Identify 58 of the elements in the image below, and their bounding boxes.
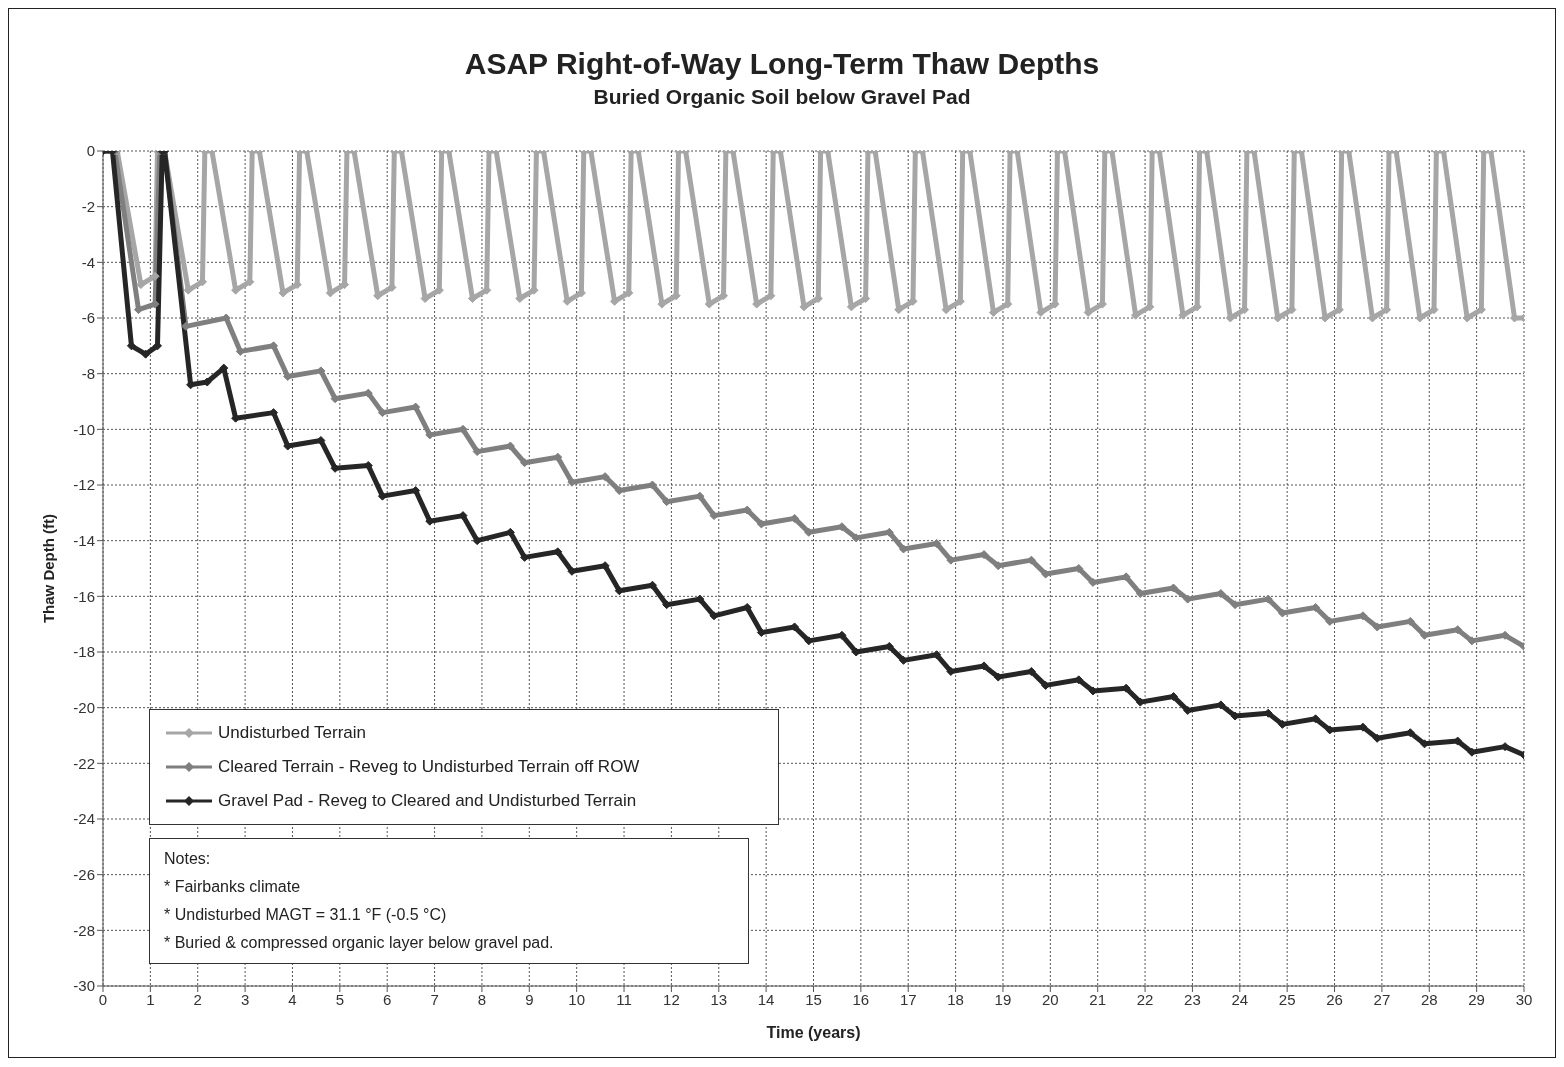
x-tick-label: 30 (1515, 990, 1533, 1008)
y-tick-label: -8 (81, 364, 95, 382)
x-tick-label: 2 (193, 990, 202, 1008)
y-tick-label: -10 (73, 420, 95, 438)
x-tick-label: 17 (899, 990, 917, 1008)
x-tick-label: 4 (288, 990, 297, 1008)
annotation: * Undisturbed MAGT = 31.1 °F (-0.5 °C) (164, 905, 448, 925)
chart-title: ASAP Right-of-Way Long-Term Thaw Depths (463, 46, 1101, 81)
x-tick-label: 10 (568, 990, 586, 1008)
chart-subtitle: Buried Organic Soil below Gravel Pad (592, 84, 972, 109)
y-axis-title: Thaw Depth (ft) (40, 513, 58, 624)
legend-label: Cleared Terrain - Reveg to Undisturbed Terrain off ROW (218, 757, 640, 777)
y-tick-label: -30 (73, 977, 95, 995)
x-tick-label: 24 (1231, 990, 1249, 1008)
y-tick-label: -2 (81, 197, 95, 215)
x-tick-label: 22 (1136, 990, 1154, 1008)
x-tick-label: 7 (430, 990, 439, 1008)
x-tick-label: 14 (757, 990, 775, 1008)
y-tick-label: -24 (73, 810, 95, 828)
legend-label: Gravel Pad - Reveg to Cleared and Undisturbed Terrain (218, 791, 637, 811)
x-tick-label: 5 (335, 990, 345, 1008)
annotation: Notes: (164, 849, 212, 869)
x-tick-label: 29 (1468, 990, 1485, 1008)
x-tick-label: 6 (383, 990, 392, 1008)
x-tick-label: 20 (1041, 990, 1059, 1008)
x-tick-label: 21 (1089, 990, 1107, 1008)
x-tick-label: 26 (1326, 990, 1343, 1008)
y-tick-label: -12 (73, 476, 95, 494)
annotation: * Buried & compressed organic layer below gravel pad. (164, 933, 555, 953)
y-tick-label: -28 (73, 921, 95, 939)
y-tick-label: -16 (73, 587, 95, 605)
y-tick-label: -4 (81, 253, 95, 271)
y-tick-label: -6 (81, 309, 95, 327)
x-tick-label: 8 (477, 990, 487, 1008)
x-tick-label: 12 (663, 990, 680, 1008)
x-tick-label: 28 (1420, 990, 1438, 1008)
x-tick-label: 27 (1373, 990, 1391, 1008)
x-tick-label: 9 (525, 990, 534, 1008)
y-tick-label: -14 (73, 531, 95, 549)
legend-label: Undisturbed Terrain (218, 723, 367, 743)
x-tick-label: 13 (710, 990, 728, 1008)
x-tick-label: 1 (146, 990, 155, 1008)
x-axis-title: Time (years) (766, 1024, 861, 1041)
y-tick-label: -20 (73, 698, 95, 716)
y-tick-label: 0 (86, 142, 95, 160)
x-tick-label: 16 (852, 990, 870, 1008)
x-tick-label: 0 (98, 990, 108, 1008)
x-tick-label: 11 (616, 990, 632, 1008)
x-tick-label: 25 (1278, 990, 1296, 1008)
x-tick-label: 19 (994, 990, 1012, 1008)
annotation: * Fairbanks climate (164, 877, 302, 897)
x-tick-label: 23 (1184, 990, 1201, 1008)
y-tick-label: -18 (73, 643, 95, 661)
x-tick-label: 18 (947, 990, 964, 1008)
x-tick-label: 3 (240, 990, 250, 1008)
y-tick-label: -26 (73, 865, 95, 883)
x-tick-label: 15 (805, 990, 822, 1008)
y-tick-label: -22 (73, 754, 95, 772)
